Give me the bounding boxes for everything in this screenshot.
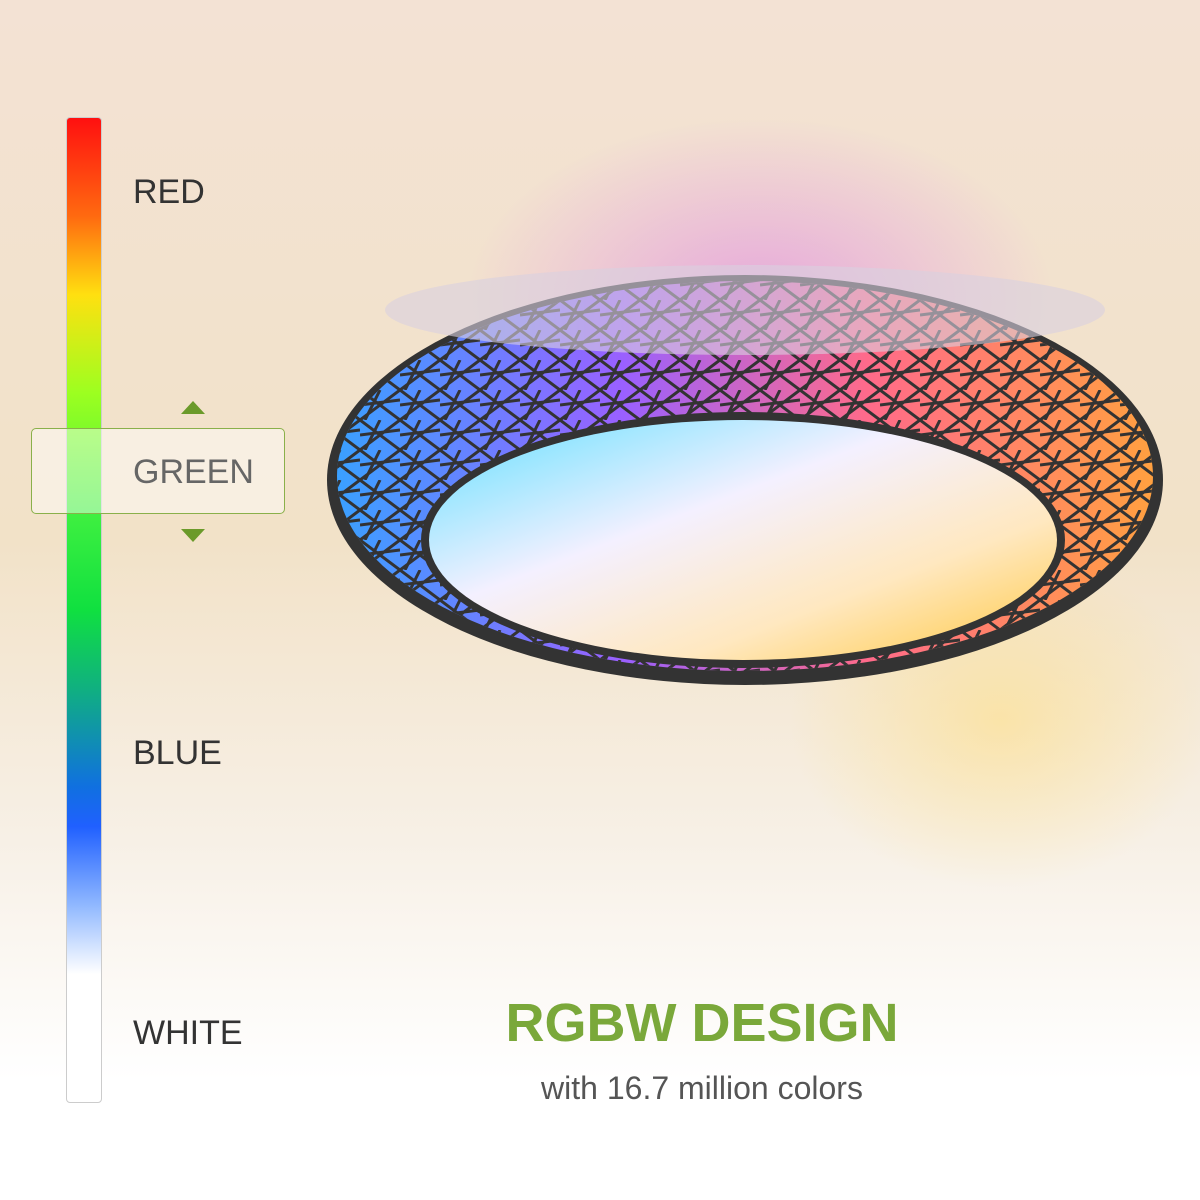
- arrow-down-icon: [181, 529, 205, 542]
- headline-title: RGBW DESIGN: [505, 993, 899, 1053]
- arrow-up-icon: [181, 401, 205, 414]
- label-white: WHITE: [133, 1014, 243, 1052]
- color-gradient-bar: [66, 117, 102, 1103]
- label-blue: BLUE: [133, 734, 222, 772]
- label-green: GREEN: [133, 453, 254, 491]
- label-red: RED: [133, 173, 205, 211]
- headline-subtitle: with 16.7 million colors: [541, 1070, 863, 1106]
- selected-color-highlight: [31, 428, 285, 514]
